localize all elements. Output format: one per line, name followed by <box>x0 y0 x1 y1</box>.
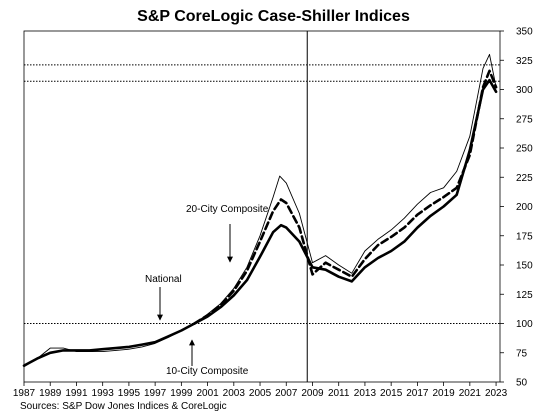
annotation-label: 10-City Composite <box>166 366 249 377</box>
y-tick-label: 275 <box>516 114 533 125</box>
x-tick-label: 1999 <box>170 388 193 399</box>
x-tick-label: 2003 <box>223 388 246 399</box>
annotation-label: 20-City Composite <box>186 204 269 215</box>
x-tick-label: 2023 <box>485 388 508 399</box>
annotation-label: National <box>145 274 182 285</box>
series-line-20-city-composite <box>194 53 497 324</box>
y-tick-label: 200 <box>516 202 533 213</box>
y-tick-label: 225 <box>516 173 533 184</box>
y-tick-label: 350 <box>516 27 533 38</box>
x-tick-label: 2001 <box>196 388 219 399</box>
y-tick-label: 175 <box>516 231 533 242</box>
y-tick-label: 75 <box>516 348 528 359</box>
series-line-10-city-composite <box>193 69 498 325</box>
x-tick-label: 2005 <box>249 388 272 399</box>
y-tick-label: 300 <box>516 85 533 96</box>
series-line-3 <box>23 323 195 368</box>
x-tick-label: 1991 <box>65 388 88 399</box>
y-tick-label: 125 <box>516 290 533 301</box>
x-tick-label: 1987 <box>13 388 36 399</box>
x-tick-label: 2019 <box>432 388 455 399</box>
x-tick-label: 2021 <box>459 388 482 399</box>
x-tick-label: 2009 <box>301 388 324 399</box>
x-tick-label: 2011 <box>328 388 350 399</box>
x-tick-label: 1997 <box>144 388 167 399</box>
x-tick-label: 2007 <box>275 388 298 399</box>
y-tick-label: 250 <box>516 144 533 155</box>
y-tick-label: 100 <box>516 319 533 330</box>
chart-source: Sources: S&P Dow Jones Indices & CoreLog… <box>20 401 227 412</box>
y-tick-label: 150 <box>516 261 533 272</box>
x-tick-label: 2017 <box>406 388 429 399</box>
y-tick-label: 50 <box>516 378 528 389</box>
x-tick-label: 1993 <box>92 388 115 399</box>
x-tick-label: 2015 <box>380 388 403 399</box>
x-tick-label: 1995 <box>118 388 141 399</box>
y-tick-label: 325 <box>516 56 533 67</box>
x-tick-label: 1989 <box>39 388 62 399</box>
chart-title: S&P CoreLogic Case-Shiller Indices <box>137 8 410 25</box>
series-line-national <box>22 78 498 367</box>
x-tick-label: 2013 <box>354 388 377 399</box>
